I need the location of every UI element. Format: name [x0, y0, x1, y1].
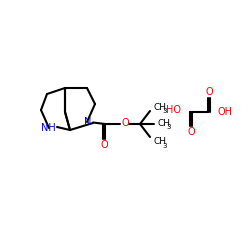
- Text: O: O: [100, 140, 108, 150]
- Text: O: O: [205, 87, 213, 97]
- Text: O: O: [187, 127, 195, 137]
- Text: NH: NH: [40, 123, 56, 133]
- Text: OH: OH: [218, 107, 233, 117]
- Text: 3: 3: [162, 143, 166, 149]
- Text: CH: CH: [157, 118, 170, 128]
- Text: 3: 3: [162, 108, 166, 114]
- Text: 3: 3: [166, 124, 170, 130]
- Text: CH: CH: [153, 138, 166, 146]
- Text: CH: CH: [153, 102, 166, 112]
- Text: O: O: [121, 118, 129, 128]
- Text: HO: HO: [166, 105, 181, 115]
- Text: N: N: [84, 117, 92, 127]
